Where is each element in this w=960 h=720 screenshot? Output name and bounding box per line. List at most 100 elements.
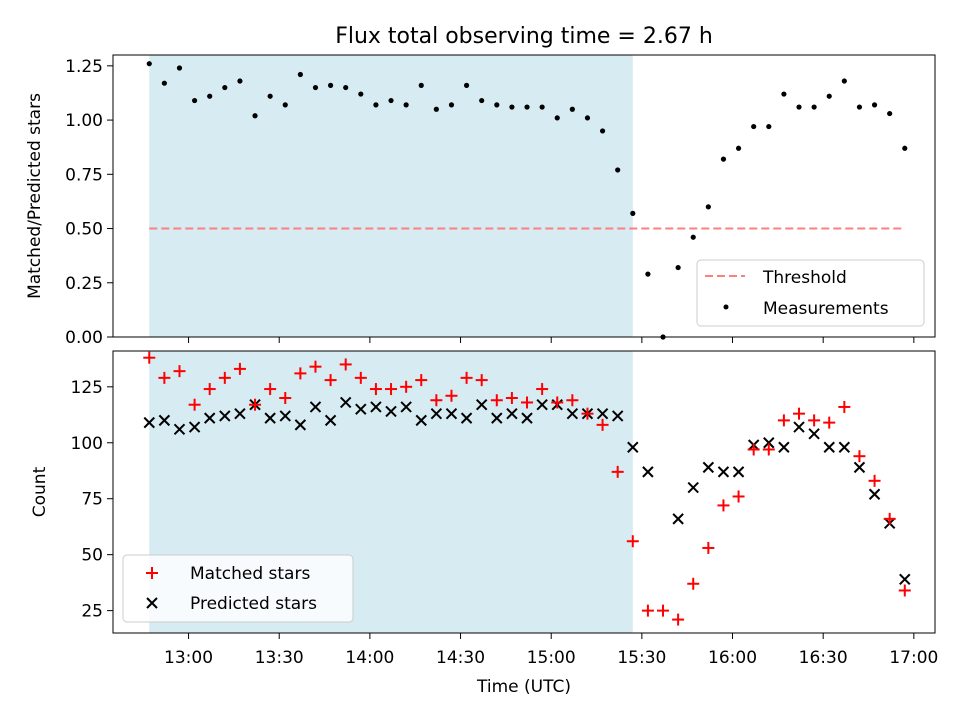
matched-star-marker bbox=[490, 394, 503, 407]
predicted-star-marker bbox=[536, 399, 548, 411]
matched-star-marker bbox=[158, 371, 171, 384]
measurement-point bbox=[373, 102, 379, 108]
legend-threshold-label: Threshold bbox=[762, 268, 847, 288]
measurement-point bbox=[388, 97, 394, 104]
predicted-star-marker bbox=[219, 410, 231, 422]
x-tick-label: 17:00 bbox=[889, 648, 938, 668]
predicted-star-marker bbox=[732, 466, 745, 478]
predicted-star-marker bbox=[475, 399, 488, 411]
x-tick-label: 15:30 bbox=[617, 648, 666, 668]
bottom-panel: 25 50 75 100 125 13:00 13:30 14:00 14:30 15:00 15… bbox=[30, 350, 938, 697]
matched-star-marker bbox=[657, 604, 670, 617]
measurement-point bbox=[675, 264, 681, 271]
matched-star-marker bbox=[536, 383, 549, 396]
top-legend-box bbox=[696, 259, 925, 327]
predicted-star-marker bbox=[521, 412, 533, 424]
matched-star-marker bbox=[445, 389, 458, 402]
predicted-star-marker bbox=[203, 412, 216, 424]
matched-star-marker bbox=[354, 371, 367, 384]
bottom-legend: Matched stars Predicted stars bbox=[122, 554, 354, 623]
measurement-point bbox=[509, 104, 515, 110]
matched-stars-points bbox=[143, 351, 911, 626]
measurement-point bbox=[282, 102, 288, 108]
measurement-point bbox=[554, 115, 560, 121]
top-shaded-interval bbox=[149, 55, 633, 337]
matched-star-marker bbox=[717, 499, 730, 512]
measurement-point bbox=[690, 234, 696, 240]
matched-star-marker bbox=[641, 604, 654, 617]
predicted-star-marker bbox=[808, 428, 820, 440]
predicted-star-marker bbox=[506, 407, 518, 420]
x-tick-label: 13:30 bbox=[255, 648, 304, 668]
x-tick-label: 14:30 bbox=[436, 648, 485, 668]
predicted-star-marker bbox=[642, 466, 654, 478]
predicted-star-marker bbox=[143, 416, 155, 429]
measurement-point bbox=[645, 271, 651, 277]
predicted-star-marker bbox=[309, 401, 322, 413]
matched-star-marker bbox=[264, 383, 277, 396]
measurement-point bbox=[569, 106, 575, 112]
predicted-star-marker bbox=[279, 410, 291, 422]
measurement-point bbox=[358, 91, 364, 97]
matched-star-marker bbox=[702, 541, 715, 554]
predicted-star-marker bbox=[763, 437, 775, 449]
measurement-point bbox=[902, 145, 908, 151]
predicted-star-marker bbox=[385, 405, 397, 418]
legend-predicted-swatch bbox=[146, 597, 158, 609]
legend-measurements-swatch bbox=[723, 304, 729, 310]
measurement-point bbox=[826, 93, 832, 99]
measurement-point bbox=[766, 123, 772, 130]
measurement-point bbox=[418, 82, 424, 88]
top-y-ticks: 0.00 0.25 0.50 0.75 1.00 1.25 bbox=[65, 57, 113, 348]
x-axis-label: Time (UTC) bbox=[476, 677, 571, 697]
predicted-star-marker bbox=[264, 412, 276, 424]
matched-star-marker bbox=[808, 414, 821, 427]
matched-star-marker bbox=[188, 398, 201, 411]
measurement-point bbox=[720, 156, 727, 162]
measurement-point bbox=[237, 78, 243, 84]
bottom-y-tick-label: 100 bbox=[71, 434, 103, 454]
predicted-star-marker bbox=[672, 513, 684, 525]
matched-star-marker bbox=[626, 535, 639, 548]
matched-star-marker bbox=[173, 365, 186, 378]
predicted-star-marker bbox=[324, 414, 337, 427]
matched-star-marker bbox=[687, 577, 700, 590]
matched-star-marker bbox=[143, 351, 156, 364]
measurement-point bbox=[161, 80, 167, 86]
matched-star-marker bbox=[475, 374, 488, 387]
measurement-point bbox=[343, 84, 349, 91]
matched-star-marker bbox=[521, 396, 534, 409]
measurement-point bbox=[584, 115, 591, 121]
predicted-star-marker bbox=[778, 441, 790, 453]
top-y-tick-label: 0.50 bbox=[65, 220, 103, 240]
matched-star-marker bbox=[309, 360, 322, 373]
predicted-star-marker bbox=[158, 414, 171, 427]
measurement-point bbox=[448, 102, 455, 108]
measurement-point bbox=[856, 104, 863, 110]
bottom-plot-frame bbox=[112, 350, 936, 634]
measurement-point bbox=[781, 91, 787, 97]
matched-star-marker bbox=[898, 584, 911, 597]
measurement-point bbox=[176, 65, 183, 71]
predicted-star-marker bbox=[853, 461, 866, 474]
measurement-point bbox=[267, 93, 273, 99]
matched-star-marker bbox=[415, 374, 428, 387]
top-y-tick-label: 0.25 bbox=[65, 274, 103, 294]
measurement-point bbox=[599, 128, 606, 134]
bottom-x-ticks: 13:00 13:30 14:00 14:30 15:00 15:30 16:00 16:30… bbox=[164, 633, 938, 668]
matched-star-marker bbox=[203, 383, 216, 396]
measurement-point bbox=[252, 113, 258, 119]
matched-star-marker bbox=[279, 392, 292, 404]
matched-star-marker bbox=[385, 383, 398, 396]
matched-star-marker bbox=[611, 465, 624, 478]
measurement-point bbox=[887, 110, 893, 117]
measurement-point bbox=[796, 104, 802, 110]
matched-star-marker bbox=[369, 383, 382, 396]
predicted-star-marker bbox=[355, 403, 367, 415]
top-legend: Threshold Measurements bbox=[696, 259, 925, 327]
measurement-point bbox=[811, 104, 817, 110]
x-tick-label: 16:30 bbox=[799, 648, 848, 668]
matched-star-marker bbox=[505, 392, 518, 404]
predicted-star-marker bbox=[702, 461, 715, 474]
